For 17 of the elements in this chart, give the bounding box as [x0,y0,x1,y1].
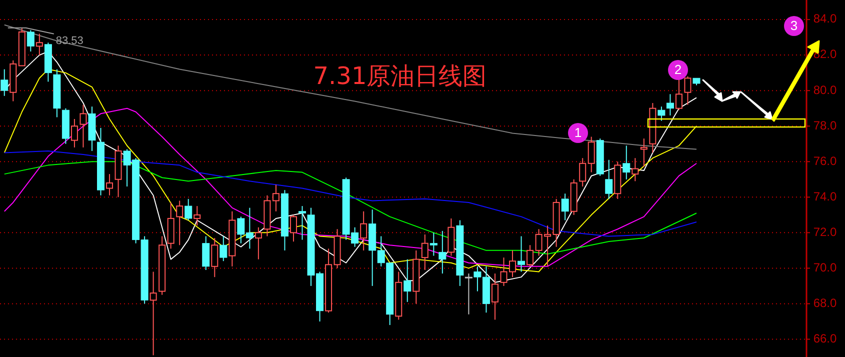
y-tick-label: 74.0 [813,189,837,204]
y-tick-label: 76.0 [813,154,837,168]
annotation: 3 [790,18,798,33]
y-tick-label: 70.0 [813,260,837,274]
y-tick-label: 66.0 [813,331,837,346]
annotation: 1 [574,124,582,140]
marker-circle: 2 [668,60,688,80]
y-tick-label: 78.0 [813,118,837,132]
annotation: 83.53 [56,34,84,47]
y-tick-label: 80.0 [813,82,837,97]
marker-circle: 1 [568,123,588,143]
y-tick-label: 84.0 [813,12,837,26]
y-tick-label: 68.0 [813,296,837,310]
annotation: 2 [674,62,682,77]
y-tick-label: 72.0 [813,224,837,239]
marker-circle: 3 [784,16,804,36]
title: 7.31原油日线图 [313,62,487,90]
